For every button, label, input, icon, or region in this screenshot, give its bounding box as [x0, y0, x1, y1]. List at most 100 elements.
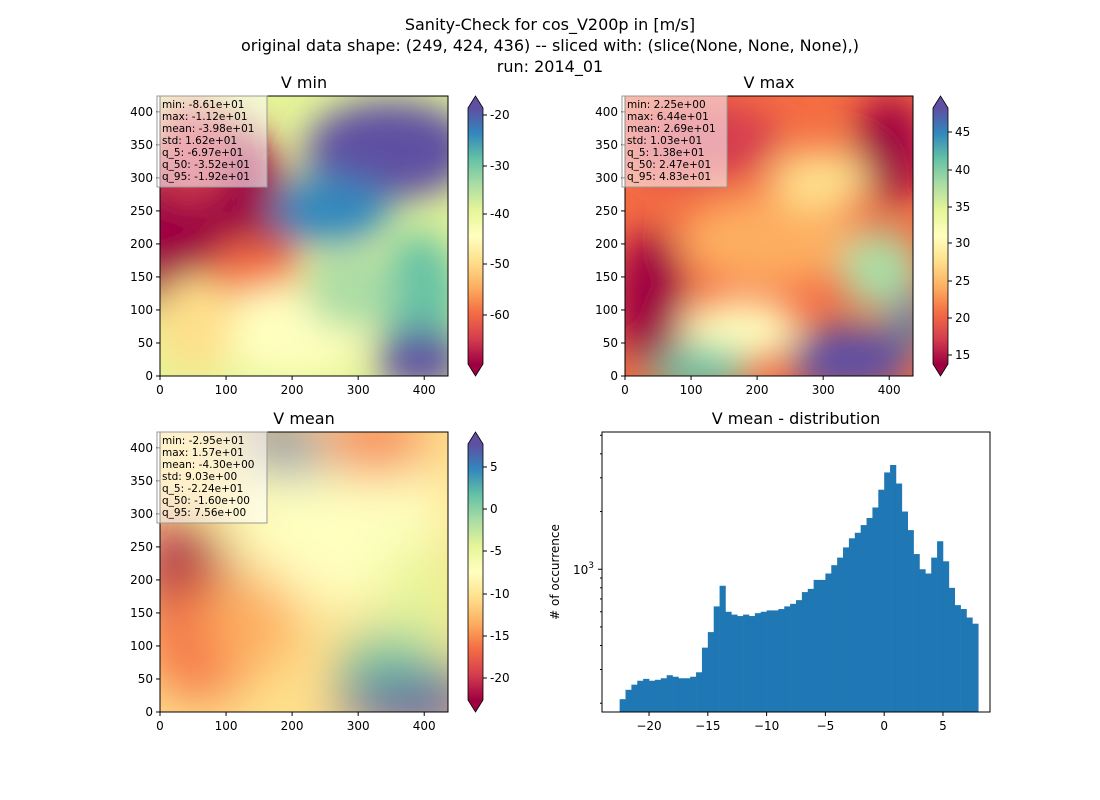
- histogram-bar: [872, 507, 879, 712]
- x-tick-label: 400: [878, 383, 901, 397]
- x-tick-label: 0: [880, 719, 888, 733]
- histogram-bar: [619, 699, 626, 712]
- histogram-bar: [731, 614, 738, 712]
- y-tick-label: 300: [130, 171, 153, 185]
- histogram-bar: [778, 609, 785, 712]
- heatmap-image: [160, 432, 448, 712]
- suptitle-line-2: original data shape: (249, 424, 436) -- …: [241, 36, 859, 55]
- histogram-bar: [843, 547, 850, 712]
- histogram-bar: [760, 611, 767, 712]
- histogram-bar: [884, 472, 891, 712]
- stat-max: max: -1.12e+01: [162, 111, 248, 123]
- y-tick-label: 400: [130, 441, 153, 455]
- stat-q50: q_50: -3.52e+01: [162, 159, 250, 171]
- histogram-bar: [713, 606, 720, 712]
- x-tick-label: 300: [347, 383, 370, 397]
- histogram-bar: [643, 678, 650, 712]
- histogram-bar: [937, 541, 944, 712]
- y-tick-label: 200: [595, 237, 618, 251]
- stat-min: min: -8.61e+01: [162, 99, 244, 111]
- y-tick-label: 250: [130, 540, 153, 554]
- histogram-bar: [860, 525, 867, 712]
- y-tick-label: 250: [595, 204, 618, 218]
- histogram-bar: [737, 616, 744, 712]
- cb-tick: 30: [955, 236, 970, 250]
- x-tick-label: −20: [636, 719, 661, 733]
- chart-title: V mean - distribution: [712, 409, 881, 428]
- histogram-bar: [654, 679, 662, 712]
- x-tick-label: −15: [695, 719, 720, 733]
- plot-frame: [159, 431, 449, 713]
- cb-tick: 20: [955, 311, 970, 325]
- plot-frame: [159, 95, 449, 377]
- x-tick-label: −5: [817, 719, 835, 733]
- histogram-bar: [666, 675, 673, 712]
- stat-mean: mean: -3.98e+01: [162, 123, 254, 135]
- histogram-bar: [913, 554, 920, 712]
- y-axis-label: # of occurrence: [548, 524, 562, 620]
- y-tick-label: 400: [595, 105, 618, 119]
- x-tick-label: 0: [156, 383, 164, 397]
- x-tick-label: 200: [281, 719, 304, 733]
- suptitle-line-1: Sanity-Check for cos_V200p in [m/s]: [405, 15, 695, 35]
- x-tick-label: 300: [812, 383, 835, 397]
- histogram-bar: [796, 600, 803, 712]
- y-tick-label: 150: [595, 270, 618, 284]
- histogram-bar: [707, 632, 714, 712]
- cb-tick: -20: [490, 108, 510, 122]
- colorbar: 45 40 35 30 25 20 15: [932, 95, 970, 377]
- histogram-bar: [813, 579, 820, 712]
- x-tick-label: 100: [215, 383, 238, 397]
- histogram-bar: [825, 573, 832, 712]
- panel-v-min: V min 0 100 200 300 400 0 50 100 150 200 250 300 350…: [130, 73, 510, 397]
- cb-tick: 40: [955, 163, 970, 177]
- stat-q5: q_5: -6.97e+01: [162, 147, 243, 159]
- stat-q50: q_50: 2.47e+01: [627, 159, 711, 171]
- stats-box: min: 2.25e+00 max: 6.44e+01 mean: 2.69e+…: [621, 95, 728, 188]
- histogram-bar: [954, 605, 961, 712]
- histogram-bar: [878, 489, 885, 712]
- histogram-bar: [684, 678, 691, 712]
- cb-tick: -60: [490, 308, 510, 322]
- stats-box: min: -2.95e+01 max: 1.57e+01 mean: -4.30…: [156, 431, 268, 524]
- y-tick-label: 300: [130, 507, 153, 521]
- stat-std: std: 9.03e+00: [162, 471, 237, 483]
- panel-histogram: V mean - distribution # of occurrence −2…: [548, 409, 991, 733]
- suptitle-line-3: run: 2014_01: [497, 57, 603, 77]
- y-tick-label: 50: [138, 672, 153, 686]
- cb-tick: 15: [955, 348, 970, 362]
- x-tick-label: 200: [746, 383, 769, 397]
- cb-tick: -50: [490, 257, 510, 271]
- axis-ticks: 0 100 200 300 400 0 50 100 150 200 250 300 350 400: [130, 441, 436, 733]
- cb-tick: -20: [490, 671, 510, 685]
- panel-title: V min: [281, 73, 327, 92]
- colorbar: 5 0 -5 -10 -15 -20: [467, 431, 510, 713]
- histogram-bar: [854, 532, 861, 712]
- histogram-bar: [960, 609, 967, 712]
- histogram-bar: [931, 557, 938, 712]
- stat-mean: mean: -4.30e+00: [162, 459, 254, 471]
- stat-q50: q_50: -1.60e+00: [162, 495, 250, 507]
- histogram-bar: [672, 676, 679, 712]
- x-tick-label: 300: [347, 719, 370, 733]
- x-tick-label: −10: [754, 719, 779, 733]
- stat-mean: mean: 2.69e+01: [627, 123, 716, 135]
- histogram-bar: [901, 511, 908, 712]
- histogram-bar: [631, 684, 638, 712]
- histogram-bar: [696, 672, 703, 712]
- y-tick-label: 150: [130, 606, 153, 620]
- cb-tick: -5: [490, 544, 502, 558]
- y-tick-label: 103: [573, 561, 594, 577]
- y-tick-label: 0: [145, 369, 153, 383]
- stat-min: min: -2.95e+01: [162, 435, 244, 447]
- histogram-bar: [895, 483, 903, 712]
- panel-v-mean: V mean 0 100 200 300 40005010015020025030035…: [130, 409, 510, 733]
- histogram-bar: [743, 614, 750, 712]
- colorbar: -20 -30 -40 -50 -60: [467, 95, 510, 377]
- x-tick-label: 5: [939, 719, 947, 733]
- histogram-bar: [719, 585, 726, 712]
- y-tick-label: 200: [130, 237, 153, 251]
- histogram-bar: [660, 678, 667, 712]
- stat-q5: q_5: -2.24e+01: [162, 483, 243, 495]
